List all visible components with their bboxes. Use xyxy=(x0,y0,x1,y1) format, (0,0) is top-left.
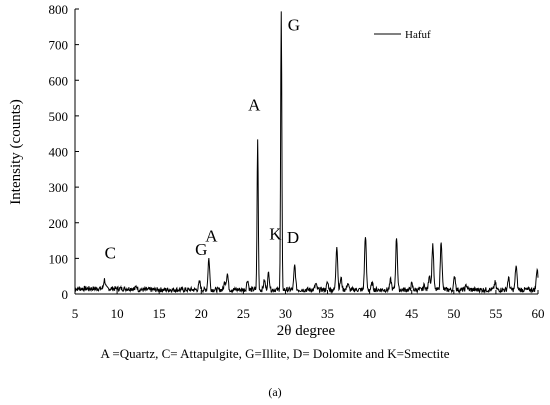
panel-label: (a) xyxy=(268,385,282,399)
y-tick-label: 800 xyxy=(49,2,69,17)
peak-annotation: D xyxy=(287,228,299,247)
y-tick-label: 200 xyxy=(49,216,69,231)
x-tick-label: 25 xyxy=(237,306,250,321)
x-tick-label: 40 xyxy=(363,306,376,321)
x-tick-label: 35 xyxy=(321,306,334,321)
series-layer xyxy=(74,11,539,295)
legend-label: Hafuf xyxy=(405,29,431,41)
xrd-chart: 5 10 15 20 25 30 35 40 45 50 55 6001002003004005006… xyxy=(8,2,545,339)
peak-annotation: A xyxy=(205,226,218,245)
peak-annotation: K xyxy=(269,224,282,243)
y-axis-label: Intensity (counts) xyxy=(8,99,24,204)
tick-layer: 5 10 15 20 25 30 35 40 45 50 55 6001002003004005006… xyxy=(49,2,545,321)
x-tick-label: 55 xyxy=(489,306,502,321)
x-tick-label: 20 xyxy=(195,306,208,321)
y-tick-label: 0 xyxy=(62,287,69,302)
x-tick-label: 45 xyxy=(405,306,418,321)
peak-annotation: G xyxy=(195,240,207,259)
y-tick-label: 700 xyxy=(49,38,69,53)
x-axis-label: 2θ degree xyxy=(277,323,336,339)
x-tick-label: 30 xyxy=(279,306,292,321)
y-tick-label: 500 xyxy=(49,109,69,124)
y-tick-label: 400 xyxy=(49,145,69,160)
x-tick-label: 15 xyxy=(153,306,166,321)
y-tick-label: 300 xyxy=(49,180,69,195)
peak-annotation: G xyxy=(288,15,300,34)
x-tick-label: 60 xyxy=(532,306,545,321)
legend: Hafuf xyxy=(374,29,431,41)
peak-annotation: A xyxy=(248,96,261,115)
peak-annotation: C xyxy=(105,243,116,262)
mineral-legend-caption: A =Quartz, C= Attapulgite, G=Illite, D= … xyxy=(100,346,450,361)
x-tick-label: 50 xyxy=(447,306,460,321)
plot-axes xyxy=(74,9,538,295)
y-tick-label: 100 xyxy=(49,251,69,266)
x-tick-label: 5 xyxy=(72,306,79,321)
series-line-hafuf xyxy=(74,11,539,295)
y-tick-label: 600 xyxy=(49,73,69,88)
x-tick-label: 10 xyxy=(111,306,124,321)
